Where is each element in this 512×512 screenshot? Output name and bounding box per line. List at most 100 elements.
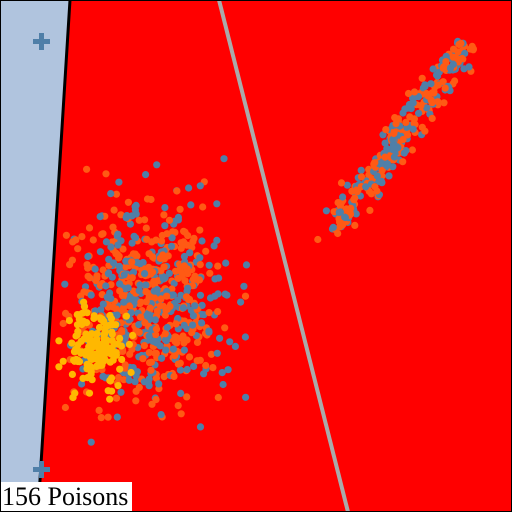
data-point-negative (107, 243, 115, 251)
data-point-positive (149, 268, 157, 276)
poison-point (80, 298, 88, 306)
data-point-negative (154, 277, 162, 285)
poison-point (118, 355, 126, 364)
data-point-negative (174, 216, 182, 224)
data-point-positive (95, 406, 103, 414)
poison-point (74, 341, 82, 349)
data-point-negative (222, 259, 230, 267)
data-point-negative (107, 190, 115, 198)
data-point-cluster (419, 84, 427, 92)
data-point-cluster (407, 105, 415, 113)
data-point-negative (200, 370, 208, 378)
data-point-negative (141, 270, 149, 278)
data-point-negative (183, 241, 191, 249)
data-point-negative (139, 355, 147, 363)
data-point-negative (131, 378, 139, 386)
data-point-negative (168, 234, 176, 242)
poison-point (106, 395, 114, 403)
data-point-negative (102, 282, 110, 290)
data-point-negative (59, 319, 67, 328)
data-point-negative (66, 261, 74, 269)
data-point-negative (140, 378, 148, 386)
poison-point (65, 317, 73, 325)
data-point-negative (241, 292, 250, 300)
data-point-negative (240, 282, 248, 290)
data-point-cluster (343, 181, 351, 189)
data-point-positive (112, 190, 120, 198)
data-point-positive (158, 237, 166, 245)
data-point-negative (185, 184, 193, 192)
data-point-positive (152, 349, 160, 357)
data-point-cluster (357, 173, 366, 181)
poison-point (94, 340, 103, 348)
data-point-negative (99, 266, 107, 274)
data-point-negative (136, 281, 144, 289)
data-point-negative (237, 298, 245, 306)
data-point-negative (121, 334, 129, 342)
data-point-positive (137, 298, 145, 306)
data-point-cluster (389, 135, 397, 143)
data-point-cluster (381, 153, 389, 161)
data-point-negative (226, 338, 234, 346)
data-point-positive (109, 303, 117, 311)
data-point-negative (120, 376, 128, 384)
data-point-positive (136, 260, 144, 268)
data-point-negative (196, 291, 205, 299)
poison-point (105, 347, 113, 355)
data-point-negative (102, 238, 110, 246)
poison-point (55, 363, 63, 371)
region-positive (0, 0, 70, 512)
poison-point (106, 311, 114, 320)
data-point-positive (87, 438, 95, 446)
poison-point (114, 382, 122, 390)
data-point-negative (104, 413, 112, 421)
data-point-negative (174, 402, 182, 410)
data-point-positive (124, 284, 132, 292)
data-point-negative (96, 282, 105, 290)
data-point-positive (112, 394, 121, 402)
data-point-negative (161, 222, 169, 230)
data-point-negative (119, 347, 127, 355)
data-point-negative (173, 339, 181, 347)
data-point-positive (169, 228, 177, 236)
data-point-cluster (351, 221, 359, 229)
data-point-negative (191, 272, 199, 280)
data-point-cluster (371, 159, 379, 167)
data-point-cluster (334, 199, 342, 207)
data-point-cluster (430, 89, 438, 97)
data-point-negative (180, 321, 188, 329)
data-point-positive (86, 274, 94, 282)
data-point-negative (157, 295, 165, 303)
data-point-positive (102, 170, 110, 178)
poison-point (125, 340, 133, 348)
poison-point (71, 389, 79, 397)
data-point-negative (196, 182, 204, 190)
data-point-cluster (385, 172, 393, 180)
data-point-negative (193, 338, 202, 346)
data-point-negative (97, 414, 105, 422)
data-point-cluster (417, 102, 425, 110)
data-point-cluster (418, 123, 426, 131)
data-point-cluster (439, 64, 447, 72)
data-point-cluster (401, 105, 409, 113)
data-point-cluster (415, 109, 423, 117)
data-point-positive (78, 233, 86, 241)
poison-count-label: 156 Poisons (0, 482, 133, 512)
data-point-positive (184, 232, 192, 240)
data-point-negative (104, 270, 112, 278)
data-point-cluster (442, 58, 450, 66)
poison-point (108, 328, 116, 336)
data-point-negative (112, 250, 120, 258)
data-point-negative (242, 393, 250, 401)
data-point-positive (98, 230, 106, 238)
poison-point (97, 315, 105, 323)
data-point-negative (198, 237, 206, 245)
data-point-cluster (375, 177, 383, 186)
data-point-positive (152, 325, 161, 333)
data-point-positive (163, 230, 171, 238)
plus-marker-icon (33, 33, 50, 50)
data-point-negative (218, 369, 226, 377)
data-point-cluster (410, 115, 418, 123)
data-point-negative (213, 200, 221, 208)
data-point-cluster (354, 186, 362, 194)
